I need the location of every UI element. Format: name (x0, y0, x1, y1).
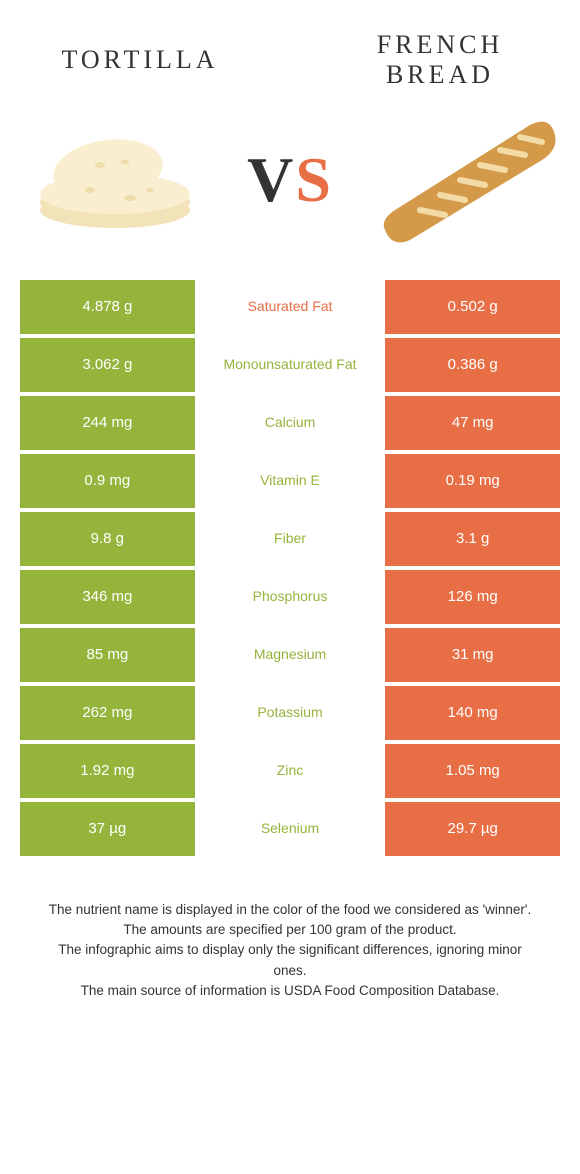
header-left: TORTILLA (40, 45, 240, 75)
table-row: 9.8 gFiber3.1 g (20, 512, 560, 566)
nutrient-name: Zinc (195, 744, 386, 798)
table-row: 3.062 gMonounsaturated Fat0.386 g (20, 338, 560, 392)
nutrient-name: Saturated Fat (195, 280, 386, 334)
footer-line2: The amounts are specified per 100 gram o… (40, 920, 540, 940)
right-value: 126 mg (385, 570, 560, 624)
images-row: VS (0, 100, 580, 280)
right-value: 0.386 g (385, 338, 560, 392)
left-value: 346 mg (20, 570, 195, 624)
left-value: 9.8 g (20, 512, 195, 566)
footer-notes: The nutrient name is displayed in the co… (0, 860, 580, 1001)
left-value: 244 mg (20, 396, 195, 450)
header-row: TORTILLA FRENCH BREAD (0, 0, 580, 100)
left-value: 37 µg (20, 802, 195, 856)
table-row: 244 mgCalcium47 mg (20, 396, 560, 450)
table-row: 85 mgMagnesium31 mg (20, 628, 560, 682)
table-row: 262 mgPotassium140 mg (20, 686, 560, 740)
footer-line1: The nutrient name is displayed in the co… (40, 900, 540, 920)
left-value: 262 mg (20, 686, 195, 740)
right-value: 29.7 µg (385, 802, 560, 856)
french-bread-image (370, 110, 560, 250)
footer-line4: The main source of information is USDA F… (40, 981, 540, 1001)
vs-v: V (247, 144, 295, 215)
right-value: 47 mg (385, 396, 560, 450)
nutrient-name: Vitamin E (195, 454, 386, 508)
right-value: 1.05 mg (385, 744, 560, 798)
header-right: FRENCH BREAD (340, 30, 540, 90)
nutrient-name: Calcium (195, 396, 386, 450)
nutrient-name: Fiber (195, 512, 386, 566)
nutrient-name: Phosphorus (195, 570, 386, 624)
nutrient-name: Potassium (195, 686, 386, 740)
left-value: 4.878 g (20, 280, 195, 334)
infographic-container: TORTILLA FRENCH BREAD VS (0, 0, 580, 1001)
table-row: 37 µgSelenium29.7 µg (20, 802, 560, 856)
tortilla-image (20, 110, 210, 250)
nutrient-name: Monounsaturated Fat (195, 338, 386, 392)
left-value: 85 mg (20, 628, 195, 682)
left-value: 3.062 g (20, 338, 195, 392)
right-value: 31 mg (385, 628, 560, 682)
right-value: 140 mg (385, 686, 560, 740)
table-row: 0.9 mgVitamin E0.19 mg (20, 454, 560, 508)
right-value: 0.19 mg (385, 454, 560, 508)
table-row: 1.92 mgZinc1.05 mg (20, 744, 560, 798)
right-value: 3.1 g (385, 512, 560, 566)
vs-s: S (295, 144, 333, 215)
comparison-table: 4.878 gSaturated Fat0.502 g3.062 gMonoun… (0, 280, 580, 856)
table-row: 346 mgPhosphorus126 mg (20, 570, 560, 624)
right-value: 0.502 g (385, 280, 560, 334)
left-value: 0.9 mg (20, 454, 195, 508)
nutrient-name: Selenium (195, 802, 386, 856)
vs-label: VS (247, 143, 333, 217)
table-row: 4.878 gSaturated Fat0.502 g (20, 280, 560, 334)
footer-line3: The infographic aims to display only the… (40, 940, 540, 981)
nutrient-name: Magnesium (195, 628, 386, 682)
left-value: 1.92 mg (20, 744, 195, 798)
